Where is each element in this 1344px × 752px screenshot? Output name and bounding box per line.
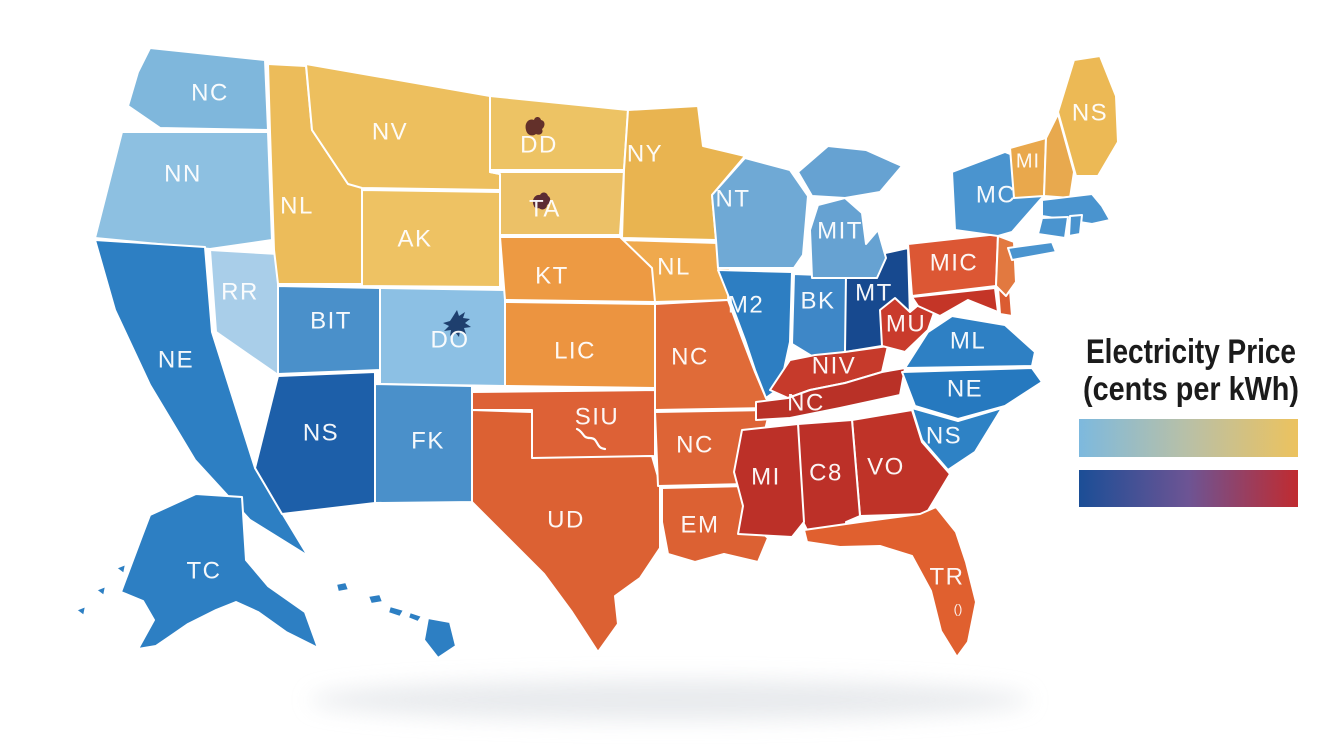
oklahoma-squiggle-artifact bbox=[575, 427, 607, 451]
state-label-pennsylvania: MIC bbox=[930, 249, 979, 276]
state-label-oklahoma: SIU bbox=[575, 403, 620, 430]
state-alaska bbox=[120, 493, 319, 650]
state-maryland bbox=[911, 287, 999, 317]
state-label-illinois: M2 bbox=[728, 291, 764, 318]
artifact-layer: () bbox=[443, 117, 962, 616]
state-label-colorado: DO bbox=[431, 326, 470, 353]
state-hawaii-island bbox=[423, 617, 457, 659]
state-washington bbox=[127, 47, 269, 131]
state-label-minnesota: NY bbox=[627, 140, 663, 167]
state-label-georgia: VO bbox=[867, 453, 905, 480]
state-new-jersey bbox=[995, 235, 1017, 297]
state-label-maine: NS bbox=[1072, 99, 1108, 126]
state-michigan bbox=[809, 197, 887, 279]
state-labels-layer: NC NN NE RR NL NV AK BIT DO NS FK DD TA … bbox=[158, 79, 1108, 590]
state-label-nevada: RR bbox=[221, 278, 259, 305]
state-label-missouri: NC bbox=[671, 343, 709, 370]
florida-mark-artifact: () bbox=[954, 601, 963, 616]
state-label-alabama: C8 bbox=[809, 459, 843, 486]
north-dakota-blob-artifact bbox=[525, 117, 545, 136]
state-label-kentucky: NIV bbox=[812, 352, 857, 379]
state-north-carolina bbox=[901, 367, 1043, 420]
state-label-kansas: LIC bbox=[554, 337, 596, 364]
state-label-mississippi: MI bbox=[751, 463, 781, 490]
legend: Electricity Price (cents per kWh) bbox=[1079, 333, 1299, 507]
state-florida bbox=[803, 506, 977, 658]
state-label-utah: BIT bbox=[310, 307, 352, 334]
state-hawaii-island bbox=[335, 581, 350, 593]
state-connecticut bbox=[1037, 216, 1069, 239]
south-dakota-blob-artifact bbox=[532, 192, 551, 210]
state-label-washington: NC bbox=[191, 79, 229, 106]
state-rhode-island bbox=[1068, 214, 1083, 237]
state-label-indiana: BK bbox=[800, 287, 835, 314]
legend-high-gradient-bar bbox=[1079, 470, 1298, 507]
state-new-york-long-island bbox=[1007, 241, 1057, 261]
state-label-michigan: MIT bbox=[817, 217, 863, 244]
state-north-dakota bbox=[489, 95, 629, 171]
state-label-alaska: TC bbox=[187, 557, 222, 584]
state-new-hampshire bbox=[1043, 113, 1075, 199]
state-arizona bbox=[254, 371, 376, 515]
state-label-south-carolina: NS bbox=[926, 422, 962, 449]
state-label-new-mexico: FK bbox=[411, 427, 445, 454]
state-label-california: NE bbox=[158, 346, 194, 373]
state-label-iowa: NL bbox=[657, 253, 691, 280]
state-label-florida: TR bbox=[930, 563, 965, 590]
state-michigan-upper-peninsula bbox=[797, 145, 903, 199]
state-alaska-aleutian-island bbox=[95, 585, 107, 597]
state-label-tennessee: NC bbox=[787, 389, 825, 416]
state-label-west-virginia: MU bbox=[886, 310, 926, 337]
state-wisconsin bbox=[711, 157, 809, 269]
state-label-arkansas: NC bbox=[676, 431, 714, 458]
states-layer bbox=[75, 47, 1119, 659]
state-texas bbox=[471, 409, 661, 653]
state-mississippi bbox=[733, 423, 805, 538]
state-label-arizona: NS bbox=[303, 419, 339, 446]
state-label-oregon: NN bbox=[164, 160, 202, 187]
state-south-dakota bbox=[489, 171, 625, 236]
state-label-wisconsin: NT bbox=[716, 185, 751, 212]
colorado-bug-artifact bbox=[443, 310, 471, 337]
legend-low-gradient-bar bbox=[1079, 419, 1298, 457]
state-nebraska bbox=[499, 236, 656, 303]
state-label-north-carolina: NE bbox=[947, 375, 983, 402]
state-label-idaho: NL bbox=[280, 192, 314, 219]
state-label-virginia: ML bbox=[950, 327, 986, 354]
state-label-new-york: MC bbox=[976, 181, 1016, 208]
state-alaska-aleutian-island bbox=[75, 605, 87, 617]
state-label-louisiana: EM bbox=[681, 511, 720, 538]
state-maine bbox=[1057, 55, 1119, 177]
legend-title-line1: Electricity Price bbox=[1086, 333, 1296, 371]
legend-title-line2: (cents per kWh) bbox=[1083, 370, 1299, 407]
state-label-south-dakota: TA bbox=[529, 195, 561, 222]
state-oregon bbox=[94, 131, 273, 250]
state-label-texas: UD bbox=[547, 506, 585, 533]
state-hawaii-island bbox=[407, 611, 423, 623]
state-label-north-dakota: DD bbox=[520, 131, 558, 158]
state-wyoming bbox=[361, 189, 501, 288]
map-drop-shadow bbox=[310, 680, 1030, 720]
state-hawaii-island bbox=[367, 593, 384, 605]
state-virginia bbox=[904, 315, 1036, 369]
state-hawaii-island bbox=[387, 605, 405, 618]
state-california bbox=[94, 239, 309, 557]
state-label-ohio: MT bbox=[855, 279, 893, 306]
state-georgia bbox=[851, 409, 951, 517]
state-alaska-aleutian-island bbox=[115, 563, 127, 575]
state-label-nebraska: KT bbox=[535, 262, 569, 289]
state-label-montana: NV bbox=[372, 118, 408, 145]
state-label-wyoming: AK bbox=[397, 225, 432, 252]
state-illinois bbox=[717, 269, 793, 399]
state-label-vermont: MI bbox=[1016, 150, 1040, 172]
